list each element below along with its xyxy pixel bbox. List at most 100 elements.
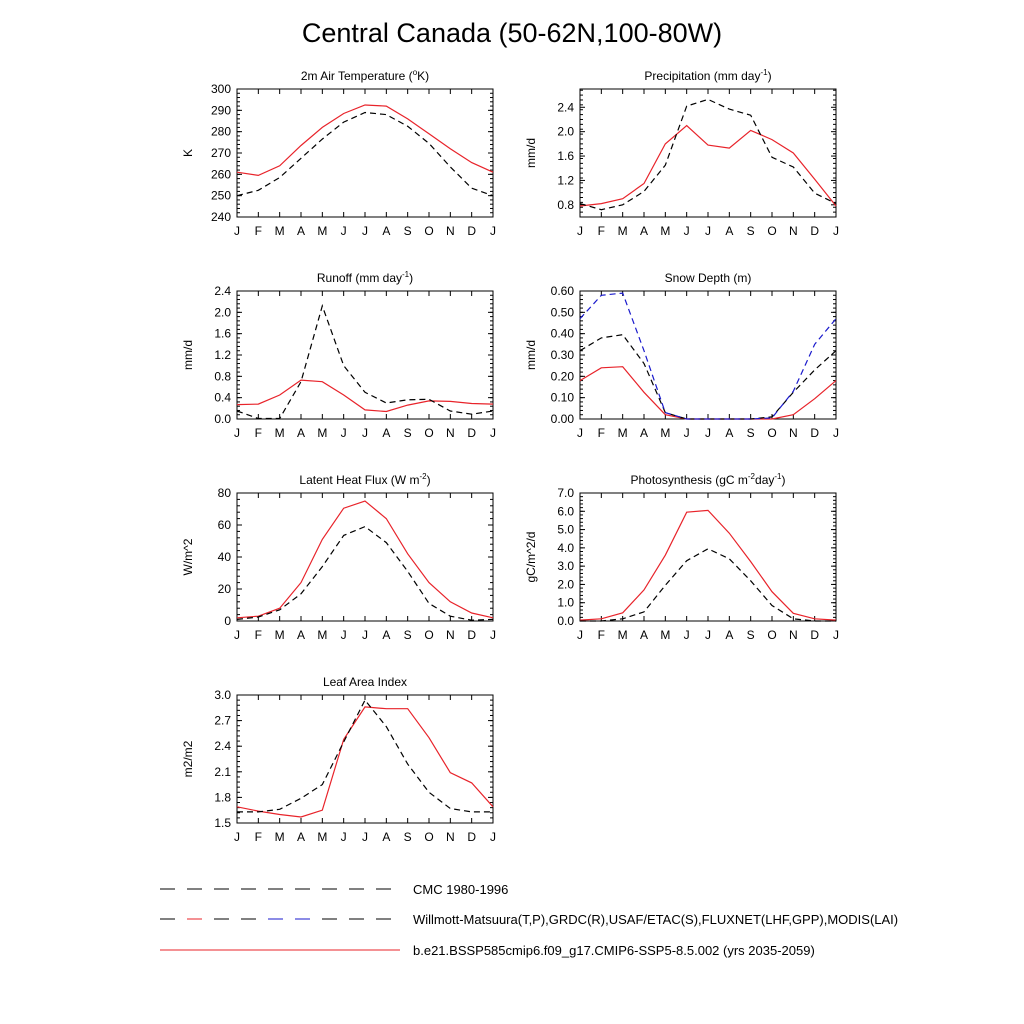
chart-panel-1: J F M A M J J A S O N D J0.81.21.62.02.4Precipitatio… — [524, 68, 839, 238]
y-tick-label: 270 — [211, 146, 231, 160]
y-tick-label: 1.8 — [214, 790, 231, 804]
y-tick-label: 1.6 — [214, 327, 231, 341]
y-tick-label: 0.0 — [214, 412, 231, 426]
x-tick-label: F — [255, 426, 262, 440]
x-tick-label: D — [810, 426, 819, 440]
y-axis-label: K — [181, 149, 195, 157]
x-tick-label: J — [362, 830, 368, 844]
x-tick-label: A — [382, 426, 390, 440]
x-tick-label: F — [598, 426, 605, 440]
x-tick-label: J — [577, 426, 583, 440]
x-tick-label: O — [767, 426, 776, 440]
x-tick-label: D — [467, 224, 476, 238]
series-line-solid-red — [579, 124, 837, 207]
x-tick-label: M — [660, 426, 670, 440]
series-line-solid-red — [236, 500, 494, 619]
x-tick-label: J — [577, 224, 583, 238]
series-line-solid-red — [236, 706, 494, 818]
legend-label-model: b.e21.BSSP585cmip6.f09_g17.CMIP6-SSP5-8.… — [413, 943, 815, 958]
x-tick-label: N — [446, 830, 455, 844]
x-tick-label: J — [362, 426, 368, 440]
series-line-dash-black — [579, 334, 837, 420]
y-tick-label: 280 — [211, 125, 231, 139]
y-tick-label: 240 — [211, 210, 231, 224]
y-tick-label: 6.0 — [557, 504, 574, 518]
chart-title: Runoff (mm day-1) — [317, 270, 413, 285]
y-tick-label: 1.0 — [557, 596, 574, 610]
x-tick-label: O — [424, 628, 433, 642]
x-tick-label: M — [275, 224, 285, 238]
x-tick-label: J — [705, 224, 711, 238]
x-tick-label: N — [446, 426, 455, 440]
x-tick-label: D — [810, 224, 819, 238]
x-tick-label: S — [747, 426, 755, 440]
x-tick-label: J — [234, 628, 240, 642]
y-tick-label: 0.8 — [557, 198, 574, 212]
x-tick-label: J — [341, 830, 347, 844]
y-tick-label: 0.50 — [551, 305, 575, 319]
x-tick-label: J — [341, 628, 347, 642]
page-title: Central Canada (50-62N,100-80W) — [301, 18, 723, 48]
x-tick-label: J — [833, 224, 839, 238]
y-tick-label: 40 — [218, 550, 232, 564]
x-tick-label: J — [490, 224, 496, 238]
x-tick-label: J — [705, 426, 711, 440]
x-tick-label: D — [810, 628, 819, 642]
x-tick-label: J — [490, 628, 496, 642]
x-tick-label: F — [598, 628, 605, 642]
y-tick-label: 80 — [218, 486, 232, 500]
x-tick-label: M — [275, 426, 285, 440]
y-tick-label: 1.2 — [557, 173, 574, 187]
x-tick-label: O — [424, 426, 433, 440]
plot-frame — [236, 694, 494, 824]
x-tick-label: O — [767, 628, 776, 642]
x-tick-label: F — [255, 628, 262, 642]
y-tick-label: 250 — [211, 189, 231, 203]
x-tick-label: N — [789, 224, 798, 238]
x-tick-label: J — [341, 426, 347, 440]
y-tick-label: 5.0 — [557, 523, 574, 537]
y-tick-label: 1.5 — [214, 816, 231, 830]
x-tick-label: J — [684, 426, 690, 440]
x-tick-label: A — [640, 224, 648, 238]
x-tick-label: N — [789, 628, 798, 642]
x-tick-label: A — [297, 830, 305, 844]
y-tick-label: 2.4 — [557, 100, 574, 114]
chart-title: 2m Air Temperature (oK) — [301, 68, 429, 83]
x-tick-label: A — [725, 224, 733, 238]
x-tick-label: S — [404, 426, 412, 440]
y-tick-label: 0.40 — [551, 327, 575, 341]
chart-panel-5: J F M A M J J A S O N D J0.01.02.03.04.05.06.07.0Pho… — [524, 472, 839, 642]
plot-frame — [579, 88, 837, 218]
y-axis-label: W/m^2 — [181, 538, 195, 575]
y-tick-label: 2.4 — [214, 739, 231, 753]
x-tick-label: M — [317, 426, 327, 440]
x-tick-label: A — [297, 628, 305, 642]
y-tick-label: 0.60 — [551, 284, 575, 298]
series-line-dash-black — [236, 525, 494, 621]
y-tick-label: 260 — [211, 167, 231, 181]
y-tick-label: 0.8 — [214, 369, 231, 383]
y-tick-label: 0 — [224, 614, 231, 628]
y-tick-label: 2.1 — [214, 765, 231, 779]
x-tick-label: D — [467, 426, 476, 440]
series-line-dash-black — [580, 548, 836, 622]
x-tick-label: M — [275, 628, 285, 642]
x-tick-label: A — [297, 426, 305, 440]
chart-title: Latent Heat Flux (W m-2) — [299, 472, 430, 487]
y-tick-label: 0.10 — [551, 391, 575, 405]
y-tick-label: 60 — [218, 518, 232, 532]
x-tick-label: A — [297, 224, 305, 238]
chart-title: Precipitation (mm day-1) — [644, 68, 771, 83]
y-axis-label: mm/d — [181, 340, 195, 370]
x-tick-label: S — [747, 224, 755, 238]
x-tick-label: D — [467, 830, 476, 844]
y-tick-label: 7.0 — [557, 486, 574, 500]
x-tick-label: M — [275, 830, 285, 844]
y-tick-label: 2.0 — [557, 125, 574, 139]
x-tick-label: F — [255, 830, 262, 844]
